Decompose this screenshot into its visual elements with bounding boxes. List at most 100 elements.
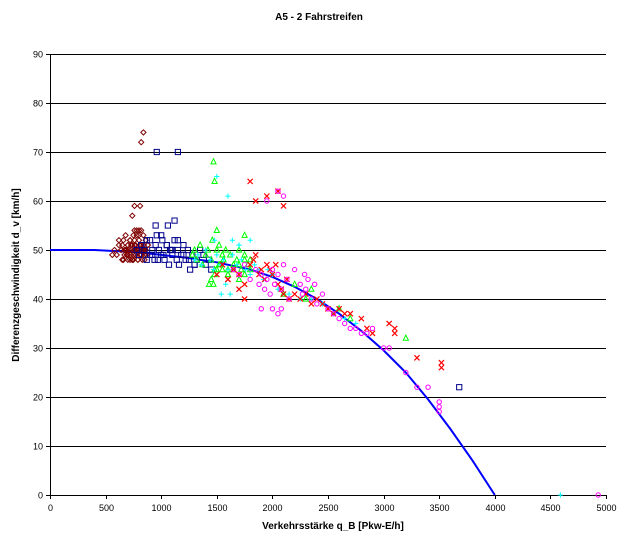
data-point-cross-15 [252,262,258,268]
data-point-circle-26 [319,291,326,297]
data-point-square-15 [165,261,173,268]
data-point-triangle-14 [222,245,230,253]
data-point-square-53 [456,384,463,391]
data-point-circle-8 [264,276,270,283]
data-point-cross-38 [557,492,564,498]
data-point-diamond-71 [144,241,152,249]
data-point-triangle-12 [218,250,226,258]
data-point-x-7 [250,256,257,263]
data-point-x-5 [241,281,248,288]
data-point-cross-1 [195,252,201,258]
data-point-cross-30 [275,286,281,292]
data-point-diamond-75 [137,138,145,146]
data-point-x-39 [438,359,445,366]
x-tick-label-3500: 3500 [429,503,449,513]
data-point-x-0 [213,271,220,278]
data-point-triangle-39 [218,265,226,273]
data-point-circle-50 [278,306,284,312]
data-point-triangle-51 [241,231,249,238]
data-point-triangle-24 [207,275,215,282]
x-tick-label-1000: 1000 [151,503,171,513]
data-point-circle-14 [280,262,287,268]
data-point-circle-28 [330,311,337,317]
data-point-cross-21 [225,193,231,199]
data-point-cross-20 [214,173,220,180]
data-point-circle-33 [358,330,365,336]
data-point-triangle-38 [210,280,217,287]
data-point-circle-3 [247,276,253,283]
data-point-cross-25 [236,242,242,248]
data-point-circle-21 [303,286,309,292]
data-point-x-35 [386,320,393,327]
data-point-x-45 [280,202,287,209]
data-point-cross-3 [203,247,209,253]
y-tick-label-70: 70 [33,148,43,158]
y-tick-label-0: 0 [38,491,43,501]
y-tick-label-50: 50 [33,246,43,256]
data-point-diamond-6 [120,236,127,244]
data-point-diamond-40 [124,251,132,259]
data-point-square-45 [149,251,156,259]
data-point-x-25 [313,295,320,303]
y-tick-label-10: 10 [33,442,43,452]
data-point-triangle-32 [241,270,249,278]
data-point-circle-37 [386,345,392,351]
data-point-diamond-72 [128,212,136,220]
data-point-cross-27 [218,291,224,297]
x-tick-label-4500: 4500 [540,503,560,513]
data-point-diamond-41 [126,236,134,244]
data-point-square-23 [180,242,187,249]
data-point-cross-29 [227,291,233,297]
data-point-cross-23 [247,237,253,243]
data-point-x-1 [219,261,226,268]
data-point-circle-16 [286,296,292,302]
data-point-diamond-11 [124,256,132,264]
data-point-circle-6 [258,271,264,278]
data-point-cross-12 [238,257,244,263]
data-point-circle-49 [275,311,281,317]
data-point-diamond-64 [121,246,128,254]
data-point-circle-31 [347,325,353,332]
data-point-triangle-34 [211,177,218,184]
data-point-cross-37 [353,320,359,327]
data-point-square-48 [166,246,174,254]
data-point-diamond-52 [137,227,145,234]
data-point-x-22 [297,295,304,303]
data-point-circle-0 [230,266,237,273]
data-point-triangle-43 [246,265,254,273]
data-point-square-4 [143,237,150,244]
data-point-cross-0 [191,257,198,263]
data-point-x-38 [413,354,420,361]
data-point-triangle-47 [307,284,315,292]
data-point-triangle-33 [210,157,217,165]
data-point-square-46 [154,256,161,263]
data-point-diamond-53 [140,231,147,239]
data-point-diamond-51 [135,227,143,234]
data-point-cross-11 [234,262,240,268]
data-point-x-36 [391,325,398,332]
data-point-x-8 [252,251,259,258]
x-tick-label-1500: 1500 [207,503,227,513]
data-point-circle-17 [291,266,298,273]
data-point-diamond-42 [128,256,136,264]
data-point-square-41 [180,251,187,259]
x-tick-label-2500: 2500 [318,503,338,513]
data-point-circle-25 [314,301,320,307]
data-point-diamond-76 [140,129,147,136]
data-point-triangle-50 [402,333,410,341]
data-point-circle-40 [425,384,431,390]
data-point-circle-41 [436,409,442,415]
data-point-triangle-23 [246,255,254,263]
data-point-circle-19 [299,291,306,297]
data-point-triangle-46 [302,294,310,302]
y-axis-label: Differenzgeschwindigkeit d_v [km/h] [11,188,22,361]
data-point-diamond-73 [131,202,138,210]
data-point-square-40 [174,237,181,244]
y-tick-label-30: 30 [33,344,43,354]
data-point-circle-29 [336,315,342,322]
data-point-circle-20 [301,271,308,278]
data-point-diamond-66 [127,241,135,249]
data-point-circle-34 [364,330,370,336]
chart-title: A5 - 2 Fahrstreifen [275,12,363,23]
